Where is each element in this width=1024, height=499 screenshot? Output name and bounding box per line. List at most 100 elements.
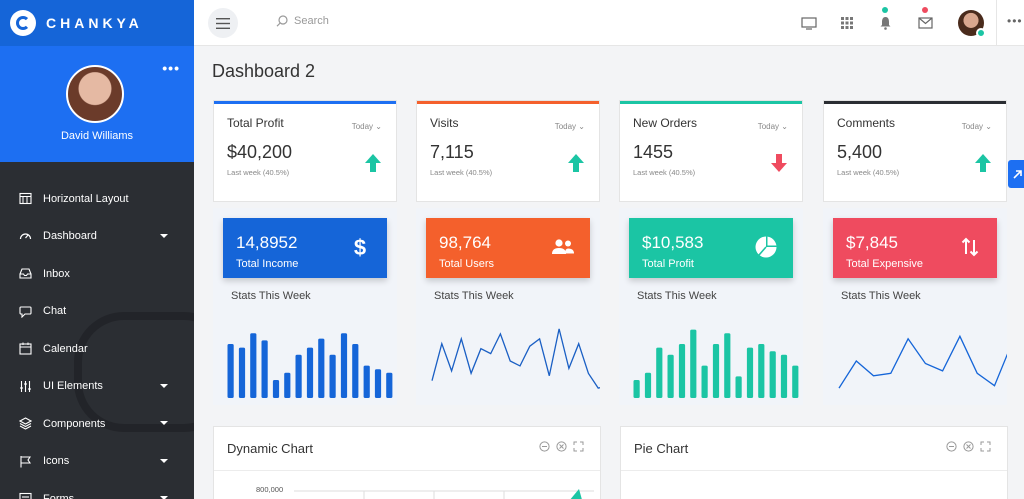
mini-panel-total-income: 14,8952 Total Income $ Stats This Week (213, 208, 397, 405)
mini-label: Total Profit (642, 258, 694, 270)
minimize-icon[interactable] (946, 441, 957, 452)
chart-bar[interactable] (238, 347, 246, 398)
stat-value: 1455 (633, 142, 674, 162)
side-scroll-button[interactable] (1008, 160, 1024, 188)
chart-bar[interactable] (227, 344, 234, 398)
chart-bar[interactable] (306, 347, 314, 398)
more-icon[interactable]: ••• (1007, 14, 1023, 28)
close-icon[interactable] (556, 441, 567, 452)
axis-top-label: 800,000 (256, 485, 284, 494)
chart-bar[interactable] (746, 347, 754, 398)
chart-bar[interactable] (735, 376, 742, 398)
chart-bar[interactable] (386, 372, 393, 398)
chart-bar[interactable] (712, 344, 720, 398)
search-input[interactable]: Search (276, 15, 329, 27)
chart-bar[interactable] (363, 365, 370, 398)
chart-bar[interactable] (329, 354, 336, 398)
caret-down-icon[interactable] (160, 458, 168, 463)
chart-bar[interactable] (644, 372, 652, 398)
chat-icon (18, 304, 32, 318)
sidebar-item-components[interactable]: Components (0, 405, 194, 443)
period-dropdown[interactable]: Today ⌄ (962, 122, 992, 131)
card-tools (539, 441, 584, 452)
minimize-icon[interactable] (539, 441, 550, 452)
sidebar-item-calendar[interactable]: Calendar (0, 330, 194, 368)
sidebar-item-label: Components (43, 417, 106, 430)
period-label: Today (351, 122, 374, 131)
chart-bar[interactable] (340, 333, 348, 398)
sidebar-item-inbox[interactable]: Inbox (0, 255, 194, 293)
page-title: Dashboard 2 (212, 61, 316, 81)
close-icon[interactable] (963, 441, 974, 452)
chart-bar[interactable] (678, 344, 686, 398)
apps-grid-icon[interactable] (838, 14, 856, 32)
chart-bar[interactable] (780, 354, 788, 398)
chart-bar[interactable] (284, 372, 291, 398)
chart-bar[interactable] (656, 347, 663, 398)
stat-title: New Orders (633, 116, 698, 130)
chart-bar[interactable] (633, 380, 640, 398)
brand[interactable]: CHANKYA (0, 0, 194, 46)
chart-bar[interactable] (295, 354, 302, 398)
profile-avatar[interactable] (66, 65, 124, 123)
decorative-glasses (74, 312, 194, 432)
chevron-down-icon: ⌄ (985, 122, 992, 131)
caret-down-icon[interactable] (160, 383, 168, 388)
pie-chart-card: Pie Chart (620, 426, 1008, 499)
chart-bar[interactable] (769, 351, 776, 398)
chart-bar[interactable] (250, 333, 257, 398)
sidebar-item-horizontal-layout[interactable]: Horizontal Layout (0, 180, 194, 218)
chart-line[interactable] (431, 328, 600, 389)
dollar-icon: $ (347, 234, 373, 260)
chart-bar[interactable] (318, 338, 325, 398)
stat-value: $40,200 (227, 142, 293, 162)
dynamic-chart-card: Dynamic Chart 800,000 (213, 426, 601, 499)
chart-bar[interactable] (701, 365, 708, 398)
chart-bar[interactable] (792, 365, 799, 398)
mini-header: 98,764 Total Users (426, 218, 590, 278)
user-avatar[interactable] (958, 10, 986, 38)
caret-down-icon[interactable] (160, 496, 168, 499)
caret-down-icon[interactable] (160, 421, 168, 425)
stats-this-week-label: Stats This Week (841, 290, 921, 302)
flag-icon (18, 454, 32, 468)
form-icon (18, 492, 32, 499)
chart-bar[interactable] (724, 333, 731, 398)
mini-label: Total Users (439, 258, 495, 270)
mini-panel-total-users: 98,764 Total Users Stats This Week (416, 208, 600, 405)
period-dropdown[interactable]: Today ⌄ (352, 122, 382, 131)
sidebar-item-chat[interactable]: Chat (0, 293, 194, 331)
period-label: Today (554, 122, 577, 131)
caret-down-icon[interactable] (160, 233, 168, 238)
sidebar-item-forms[interactable]: Forms (0, 480, 194, 499)
profile-more-icon[interactable]: ••• (162, 60, 180, 76)
profile-panel: ••• David Williams (0, 46, 194, 162)
chart-bar[interactable] (261, 340, 268, 398)
stat-card-comments: Comments Today ⌄ 5,400 Last week (40.5%) (823, 100, 1007, 202)
dynamic-chart-grid (294, 489, 594, 499)
mini-label: Total Expensive (846, 258, 924, 270)
mini-header: $7,845 Total Expensive (833, 218, 997, 278)
pie-icon (753, 234, 779, 260)
mail-icon[interactable] (916, 7, 934, 32)
stat-accent-bar (824, 101, 1006, 104)
chart-bar[interactable] (272, 380, 280, 398)
chart-bar[interactable] (690, 329, 697, 398)
chart-bar[interactable] (667, 354, 674, 398)
monitor-icon[interactable] (800, 14, 818, 32)
expand-icon[interactable] (573, 441, 584, 452)
hamburger-menu-button[interactable] (208, 8, 238, 38)
bell-icon[interactable] (876, 7, 894, 32)
period-dropdown[interactable]: Today ⌄ (555, 122, 585, 131)
stat-title: Comments (837, 116, 896, 130)
sidebar-item-dashboard[interactable]: Dashboard (0, 218, 194, 256)
chart-bar[interactable] (374, 369, 382, 398)
sidebar-item-icons[interactable]: Icons (0, 443, 194, 481)
expand-icon[interactable] (980, 441, 991, 452)
chart-bar[interactable] (352, 344, 359, 398)
chart-line[interactable] (838, 324, 1007, 389)
chart-bar[interactable] (758, 344, 765, 398)
sidebar-item-ui-elements[interactable]: UI Elements (0, 368, 194, 406)
period-dropdown[interactable]: Today ⌄ (758, 122, 788, 131)
mini-chart (838, 324, 1007, 389)
